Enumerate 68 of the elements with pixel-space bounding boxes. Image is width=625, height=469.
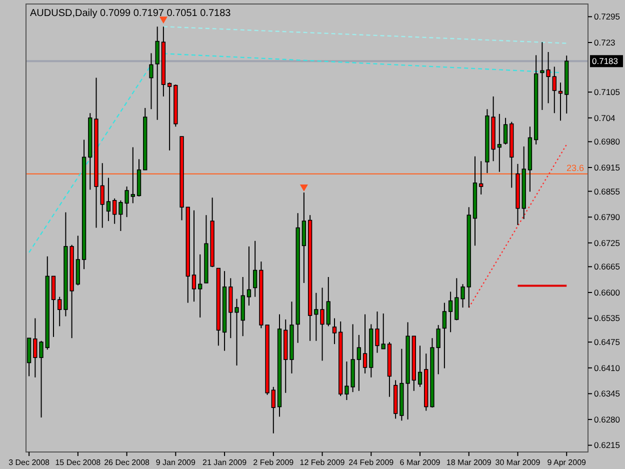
x-tick-label: 21 Jan 2009 [202, 458, 248, 467]
y-tick-label: 0.6725 [594, 238, 620, 248]
candlestick [497, 113, 502, 172]
candlestick [155, 26, 160, 120]
y-tick-label: 0.704 [594, 112, 616, 123]
y-tick-label: 0.6345 [594, 388, 620, 399]
y-tick-label: 0.6790 [594, 212, 620, 222]
candlestick [234, 298, 239, 366]
y-tick-label: 0.6600 [594, 287, 620, 298]
y-tick-label: 0.6855 [594, 186, 620, 196]
x-tick-label: 9 Jan 2009 [156, 458, 196, 467]
candlestick [271, 386, 276, 434]
candlestick [362, 314, 368, 374]
candlestick [167, 82, 172, 151]
candlestick [460, 284, 465, 308]
ref-line-label: 0.7183 [592, 56, 618, 66]
y-tick-label: 0.6535 [594, 313, 620, 324]
candlestick [442, 302, 447, 369]
candlestick [454, 278, 459, 321]
candlestick [58, 296, 62, 327]
y-tick-label: 0.6215 [594, 440, 620, 450]
candlestick [503, 117, 508, 145]
candlestick [149, 52, 154, 110]
candlestick [33, 318, 38, 378]
candlestick [100, 162, 104, 228]
y-tick-label: 0.723 [594, 37, 616, 48]
candlestick [332, 318, 337, 345]
candlestick [39, 340, 44, 418]
x-tick-label: 26 Dec 2008 [104, 458, 150, 467]
candlestick [381, 313, 386, 350]
y-tick-label: 0.7295 [594, 12, 620, 22]
candlestick [198, 254, 202, 318]
candlestick [252, 240, 258, 298]
x-tick-label: 3 Dec 2008 [8, 458, 50, 467]
x-tick-label: 15 Dec 2008 [55, 458, 102, 467]
y-tick-label: 0.6280 [594, 414, 620, 424]
x-tick-label: 30 Mar 2009 [495, 458, 541, 467]
candlestick [246, 246, 252, 306]
x-tick-label: 9 Apr 2009 [547, 458, 587, 467]
candlestick [375, 311, 380, 354]
candlestick [356, 334, 362, 392]
candlestick [479, 160, 484, 195]
y-tick-label: 0.6915 [594, 162, 620, 172]
candlestick [112, 198, 117, 224]
y-tick-label: 0.6475 [594, 337, 620, 348]
x-tick-label: 12 Feb 2009 [300, 458, 346, 467]
candlestick [51, 276, 56, 338]
annotation: 23.6 [566, 162, 584, 173]
candlestick [552, 66, 556, 114]
y-tick-label: 0.6980 [594, 136, 620, 147]
candlestick [130, 146, 135, 204]
candlestick [314, 292, 318, 342]
candlestick [448, 291, 453, 333]
candlestick [106, 177, 111, 222]
y-tick-label: 0.6665 [594, 262, 620, 272]
candlestick [418, 345, 422, 388]
candlestick [192, 210, 196, 302]
candlestick [558, 82, 563, 122]
x-tick-label: 24 Feb 2009 [348, 458, 394, 467]
candlestick [326, 276, 330, 327]
x-tick-label: 6 Mar 2009 [400, 458, 441, 467]
chart-title: AUDUSD,Daily 0.7099 0.7197 0.7051 0.7183 [30, 8, 232, 19]
y-tick-label: 0.6410 [594, 362, 620, 373]
y-tick-label: 0.7105 [594, 87, 620, 98]
x-tick-label: 18 Mar 2009 [446, 458, 492, 467]
candlestick [320, 287, 324, 362]
candlestick [436, 324, 440, 375]
x-tick-label: 2 Feb 2009 [253, 458, 294, 467]
